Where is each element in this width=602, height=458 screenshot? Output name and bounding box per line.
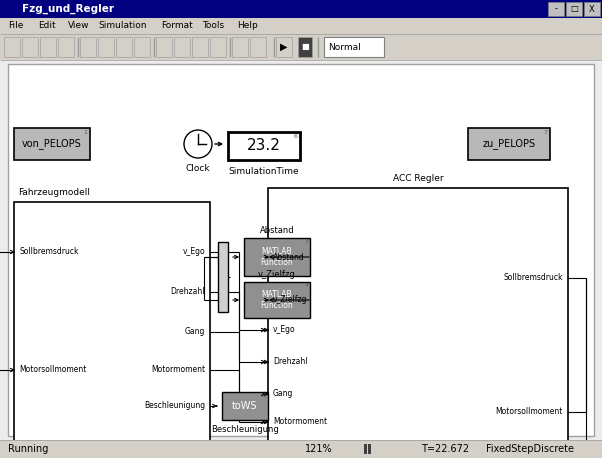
Bar bbox=[0, 440, 602, 458]
Bar bbox=[116, 37, 132, 57]
Text: v_Ego: v_Ego bbox=[182, 247, 205, 256]
Bar bbox=[0, 34, 602, 60]
Text: Gang: Gang bbox=[185, 327, 205, 337]
Bar bbox=[548, 2, 564, 16]
Bar bbox=[250, 37, 266, 57]
Text: X: X bbox=[589, 5, 595, 13]
Text: Beschleunigung: Beschleunigung bbox=[211, 425, 279, 434]
Text: Motorsollmoment: Motorsollmoment bbox=[19, 365, 86, 375]
Text: Drehzahl: Drehzahl bbox=[170, 288, 205, 296]
Text: MATLAB
Function: MATLAB Function bbox=[261, 247, 293, 267]
Bar bbox=[276, 37, 292, 57]
Text: Motormoment: Motormoment bbox=[151, 365, 205, 375]
Bar bbox=[98, 37, 114, 57]
Text: Clock: Clock bbox=[185, 164, 210, 173]
Text: 6: 6 bbox=[293, 134, 297, 139]
Text: Fzg_und_Regler: Fzg_und_Regler bbox=[22, 4, 114, 14]
Text: SimulationTime: SimulationTime bbox=[229, 167, 299, 176]
Text: zu_PELOPS: zu_PELOPS bbox=[482, 139, 536, 149]
Text: T=22.672: T=22.672 bbox=[421, 444, 470, 454]
Text: v_Ego: v_Ego bbox=[273, 326, 296, 334]
Text: 4: 4 bbox=[305, 283, 308, 288]
Text: ▶: ▶ bbox=[281, 42, 288, 52]
Text: Format: Format bbox=[161, 22, 193, 31]
Bar bbox=[268, 188, 568, 458]
Text: Sollbremsdruck: Sollbremsdruck bbox=[503, 273, 563, 283]
Bar bbox=[368, 444, 371, 454]
Bar bbox=[566, 2, 582, 16]
Bar bbox=[22, 37, 38, 57]
Text: View: View bbox=[68, 22, 90, 31]
Bar bbox=[584, 2, 600, 16]
Text: Fahrzeugmodell: Fahrzeugmodell bbox=[18, 188, 90, 197]
Bar bbox=[14, 128, 90, 160]
Text: 1: 1 bbox=[83, 130, 87, 135]
Bar bbox=[80, 37, 96, 57]
Text: Abstand: Abstand bbox=[273, 252, 305, 262]
Text: Abstand: Abstand bbox=[259, 226, 294, 235]
Bar bbox=[14, 202, 210, 458]
Text: v_Zielfzg: v_Zielfzg bbox=[258, 270, 296, 279]
Bar bbox=[8, 64, 594, 436]
Text: -: - bbox=[554, 5, 557, 13]
Bar bbox=[0, 18, 602, 34]
Text: von_PELOPS: von_PELOPS bbox=[22, 139, 82, 149]
Text: Edit: Edit bbox=[38, 22, 55, 31]
Text: 121%: 121% bbox=[305, 444, 333, 454]
Bar bbox=[218, 242, 228, 312]
Bar bbox=[4, 37, 20, 57]
Text: Beschleunigung: Beschleunigung bbox=[144, 402, 205, 410]
Text: □: □ bbox=[570, 5, 578, 13]
Bar bbox=[174, 37, 190, 57]
Bar bbox=[222, 392, 268, 420]
Text: 2: 2 bbox=[262, 393, 266, 398]
Bar bbox=[232, 37, 248, 57]
Text: Motorsollmoment: Motorsollmoment bbox=[495, 408, 563, 416]
Bar bbox=[0, 60, 602, 440]
Bar bbox=[0, 0, 602, 18]
Text: ACC Regler: ACC Regler bbox=[393, 174, 443, 183]
Bar bbox=[156, 37, 172, 57]
Text: Gang: Gang bbox=[273, 389, 293, 398]
Text: 7: 7 bbox=[543, 130, 547, 135]
Text: Tools: Tools bbox=[202, 22, 224, 31]
Text: MATLAB
Function: MATLAB Function bbox=[261, 290, 293, 310]
Text: Motormoment: Motormoment bbox=[273, 418, 327, 426]
Circle shape bbox=[184, 130, 212, 158]
Bar bbox=[192, 37, 208, 57]
Text: v_Zielfzg: v_Zielfzg bbox=[273, 295, 308, 305]
Bar bbox=[468, 128, 550, 160]
Bar bbox=[244, 282, 310, 318]
Bar bbox=[244, 238, 310, 276]
Text: Sollbremsdruck: Sollbremsdruck bbox=[19, 247, 78, 256]
Text: FixedStepDiscrete: FixedStepDiscrete bbox=[486, 444, 574, 454]
Bar bbox=[364, 444, 367, 454]
Bar bbox=[298, 37, 312, 57]
Text: File: File bbox=[8, 22, 23, 31]
Text: Help: Help bbox=[238, 22, 258, 31]
Bar bbox=[324, 37, 384, 57]
Text: toWS: toWS bbox=[232, 401, 258, 411]
Bar bbox=[40, 37, 56, 57]
Bar bbox=[210, 37, 226, 57]
Text: 3: 3 bbox=[305, 239, 308, 244]
Bar bbox=[228, 132, 300, 160]
Text: Running: Running bbox=[8, 444, 48, 454]
Bar bbox=[134, 37, 150, 57]
Text: Simulation: Simulation bbox=[98, 22, 146, 31]
Bar bbox=[58, 37, 74, 57]
Text: ■: ■ bbox=[301, 43, 309, 51]
Text: 23.2: 23.2 bbox=[247, 138, 281, 153]
Text: Normal: Normal bbox=[328, 43, 361, 51]
Text: Drehzahl: Drehzahl bbox=[273, 358, 308, 366]
